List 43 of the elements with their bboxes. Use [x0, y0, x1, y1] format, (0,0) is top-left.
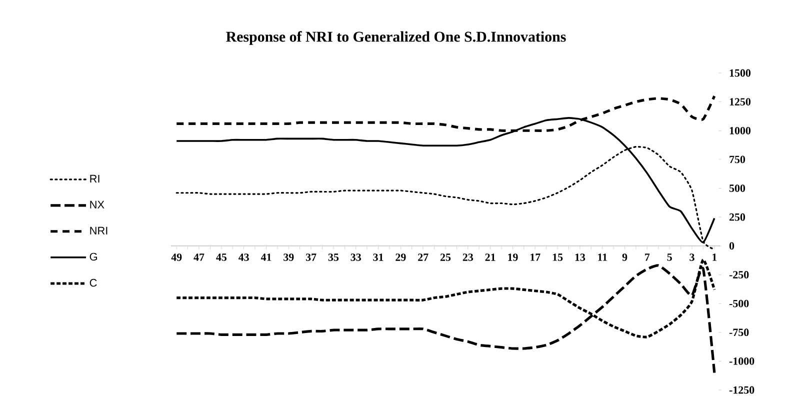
x-tick-label: 41	[260, 254, 272, 261]
x-tick-label: 29	[396, 254, 406, 261]
x-tick-label: 13	[575, 254, 586, 261]
x-tick-label: 47	[194, 254, 204, 261]
x-tick-label: 11	[598, 254, 607, 261]
x-tick-label: 3	[690, 254, 694, 261]
y-tick-label: 0	[729, 242, 734, 250]
y-tick-label: 250	[729, 213, 746, 221]
y-tick-label: -750	[729, 328, 749, 336]
x-tick-label: 1	[712, 254, 717, 261]
y-tick-label: 1250	[730, 98, 751, 106]
x-tick-label: 27	[418, 254, 428, 261]
y-tick-label: -500	[729, 300, 749, 308]
x-tick-label: 17	[530, 254, 540, 261]
y-tick-label: -1000	[729, 357, 754, 365]
x-tick-label: 15	[552, 254, 563, 261]
x-tick-label: 31	[373, 254, 384, 261]
y-tick-label: 1000	[730, 126, 751, 134]
y-tick-label: 500	[729, 184, 746, 192]
x-tick-label: 35	[328, 254, 339, 261]
y-tick-label: -250	[729, 271, 749, 278]
legend-label: G	[90, 252, 98, 261]
y-tick-label: -1250	[729, 386, 754, 394]
legend-label: NX	[90, 200, 104, 208]
x-tick-label: 39	[284, 254, 294, 261]
chart-title: Response of NRI to Generalized One S.D.Innovations	[226, 31, 566, 45]
x-tick-label: 5	[667, 254, 672, 261]
x-tick-label: 9	[622, 254, 628, 261]
y-tick-label: 1500	[730, 69, 751, 77]
x-tick-label: 25	[440, 254, 451, 261]
legend-label: NRI	[90, 226, 108, 234]
legend-label: RI	[90, 174, 100, 182]
x-tick-label: 37	[306, 254, 316, 261]
x-tick-label: 49	[171, 254, 182, 261]
x-tick-label: 45	[216, 254, 227, 261]
x-tick-label: 23	[462, 254, 474, 261]
y-tick-label: 750	[730, 156, 746, 164]
x-tick-label: 43	[238, 254, 249, 261]
x-tick-label: 7	[645, 254, 650, 261]
x-tick-label: 21	[485, 254, 496, 261]
legend-label: C	[90, 278, 97, 287]
x-tick-label: 33	[350, 254, 361, 261]
x-tick-label: 19	[508, 254, 518, 261]
